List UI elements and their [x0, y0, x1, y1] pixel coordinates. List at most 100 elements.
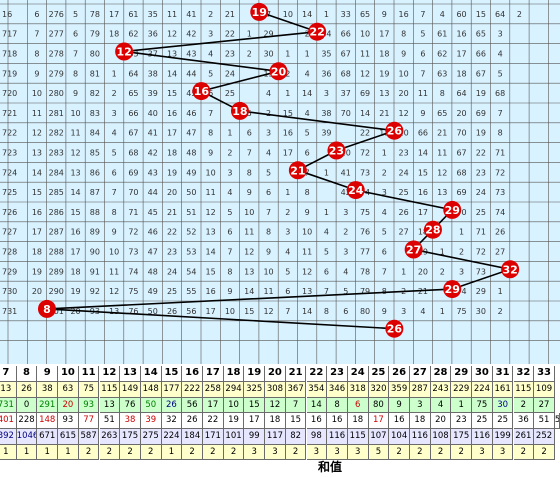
- stats-cell: 2: [99, 444, 121, 461]
- stats-cell: 51: [534, 413, 555, 429]
- grid-cell-value: 12: [70, 149, 80, 158]
- number-ball-label: 26: [387, 125, 403, 138]
- stats-cell: 99: [244, 429, 266, 445]
- grid-cell-value: 74: [495, 208, 505, 217]
- stats-cell: 26: [161, 397, 183, 414]
- stats-cell: 3: [347, 444, 369, 461]
- grid-cell-value: 46: [148, 228, 158, 237]
- stats-cell: 27: [534, 397, 555, 414]
- stats-cell: 50: [140, 397, 162, 414]
- grid-cell-value: 18: [456, 69, 466, 78]
- stats-header-cell: 26: [389, 366, 410, 382]
- grid-cell-value: 16: [70, 228, 80, 237]
- grid-cell-value: 2: [227, 149, 232, 158]
- grid-cell-value: 16: [456, 30, 466, 39]
- grid-cell-value: 17: [70, 248, 80, 257]
- grid-cell-value: 1: [227, 129, 232, 138]
- grid-cell-value: 71: [128, 208, 138, 217]
- stats-cell: 224: [472, 382, 493, 398]
- number-ball-label: 27: [406, 244, 421, 257]
- number-ball: [250, 2, 269, 21]
- stats-cell: 1: [58, 444, 79, 461]
- stats-cell: 17: [368, 413, 390, 429]
- grid-cell-value: 5: [227, 208, 232, 217]
- grid-cell-value: 1: [382, 149, 387, 158]
- grid-cell-value: 4: [112, 129, 117, 138]
- stats-cell: 25: [472, 413, 493, 429]
- grid-cell-value: 53: [186, 248, 196, 257]
- grid-cell-value: 83: [90, 109, 100, 118]
- stats-cell: 2: [182, 444, 203, 461]
- stats-cell: 19: [223, 413, 245, 429]
- grid-cell-value: 18: [32, 248, 42, 257]
- grid-cell-value: 6: [305, 149, 310, 158]
- stats-cell: 1: [451, 397, 473, 414]
- stats-cell: 148: [37, 413, 59, 429]
- stats-cell: 149: [120, 382, 141, 398]
- grid-cell-value: 6: [112, 168, 117, 177]
- stats-cell: 17: [244, 413, 266, 429]
- grid-cell-value: 23: [167, 248, 177, 257]
- stats-cell: 354: [306, 382, 328, 398]
- period-label: 720: [2, 89, 17, 98]
- grid-cell-value: 36: [321, 69, 331, 78]
- grid-cell-value: 3: [112, 109, 117, 118]
- stats-cell: 2: [430, 444, 452, 461]
- grid-cell-value: 78: [360, 267, 370, 276]
- grid-cell-value: 16: [32, 208, 42, 217]
- grid-cell-value: 10: [244, 208, 254, 217]
- stats-cell: 161: [492, 382, 514, 398]
- grid-cell-value: 76: [360, 228, 370, 237]
- grid-cell-value: 15: [476, 10, 486, 19]
- grid-cell-value: 39: [148, 89, 158, 98]
- stats-cell: 2: [203, 444, 224, 461]
- stats-cell: 26: [16, 382, 38, 398]
- number-ball-label: 22: [309, 26, 324, 39]
- grid-cell-value: 70: [128, 188, 138, 197]
- grid-cell-value: 15: [32, 188, 42, 197]
- grid-cell-value: 45: [148, 208, 158, 217]
- stats-cell: 243: [430, 382, 452, 398]
- number-ball: [346, 181, 365, 200]
- stats-header-cell: 16: [182, 366, 203, 382]
- number-ball: [37, 299, 56, 318]
- grid-cell-value: 4: [266, 149, 271, 158]
- grid-cell-value: 14: [206, 248, 216, 257]
- grid-cell-value: 5: [285, 267, 290, 276]
- grid-cell-value: 22: [360, 129, 370, 138]
- grid-cell-value: 73: [128, 248, 138, 257]
- grid-cell-value: 71: [495, 149, 505, 158]
- grid-cell-value: 18: [70, 267, 80, 276]
- period-label: 719: [2, 69, 17, 78]
- stats-cell: 53: [554, 413, 560, 429]
- stats-cell: 10: [223, 397, 245, 414]
- grid-cell-value: 69: [476, 109, 486, 118]
- stats-cell: 36: [513, 413, 535, 429]
- grid-cell-value: 1: [324, 10, 329, 19]
- grid-cell-value: 62: [128, 30, 138, 39]
- stats-cell: 115: [99, 382, 121, 398]
- grid-cell-value: 25: [167, 287, 177, 296]
- grid-cell-value: 73: [476, 267, 486, 276]
- number-ball: [443, 280, 462, 299]
- stats-cell: 7: [285, 397, 307, 414]
- grid-cell-value: 10: [32, 89, 42, 98]
- grid-cell-value: 12: [244, 248, 254, 257]
- stats-header-cell: 9: [37, 366, 59, 382]
- grid-cell-value: 2: [517, 10, 522, 19]
- grid-cell-value: 38: [321, 109, 331, 118]
- grid-cell-value: 10: [399, 69, 409, 78]
- stats-cell: 77: [78, 413, 100, 429]
- grid-cell-value: 14: [32, 168, 42, 177]
- grid-cell-value: 51: [186, 208, 196, 217]
- grid-cell-value: 54: [186, 267, 196, 276]
- grid-cell-value: 21: [418, 287, 428, 296]
- grid-cell-value: 84: [90, 129, 100, 138]
- grid-cell-value: 2: [305, 30, 310, 39]
- grid-cell-value: 2: [440, 267, 445, 276]
- number-ball-label: 26: [387, 323, 403, 336]
- grid-cell-value: 10: [399, 129, 409, 138]
- grid-cell-value: 66: [418, 129, 428, 138]
- grid-cell-value: 66: [128, 109, 138, 118]
- grid-cell-value: 15: [418, 168, 428, 177]
